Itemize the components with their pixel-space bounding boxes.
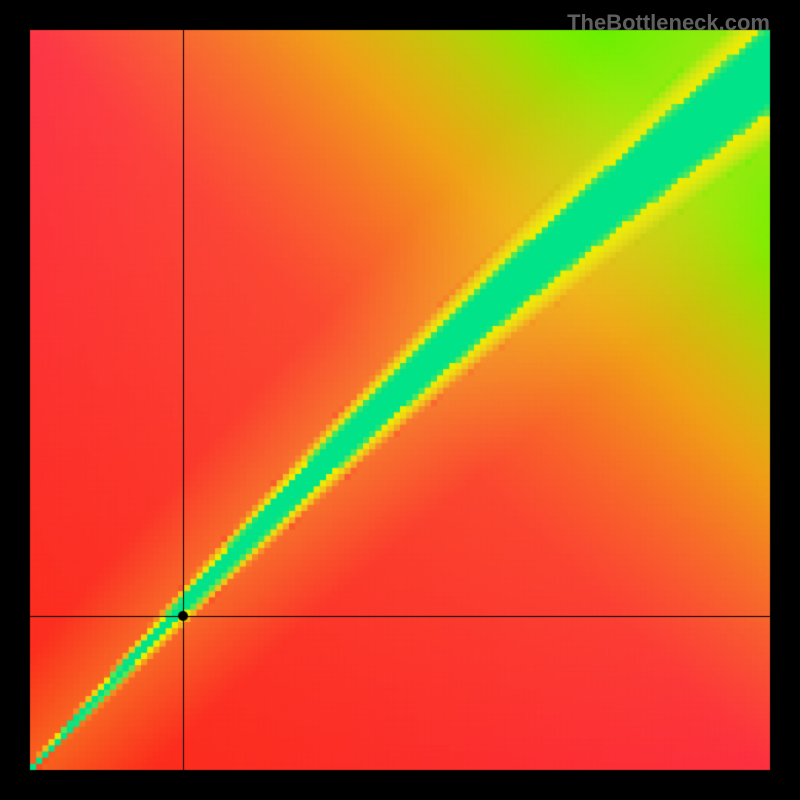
chart-container: TheBottleneck.com [0, 0, 800, 800]
heatmap-canvas [0, 0, 800, 800]
watermark-text: TheBottleneck.com [567, 10, 770, 36]
